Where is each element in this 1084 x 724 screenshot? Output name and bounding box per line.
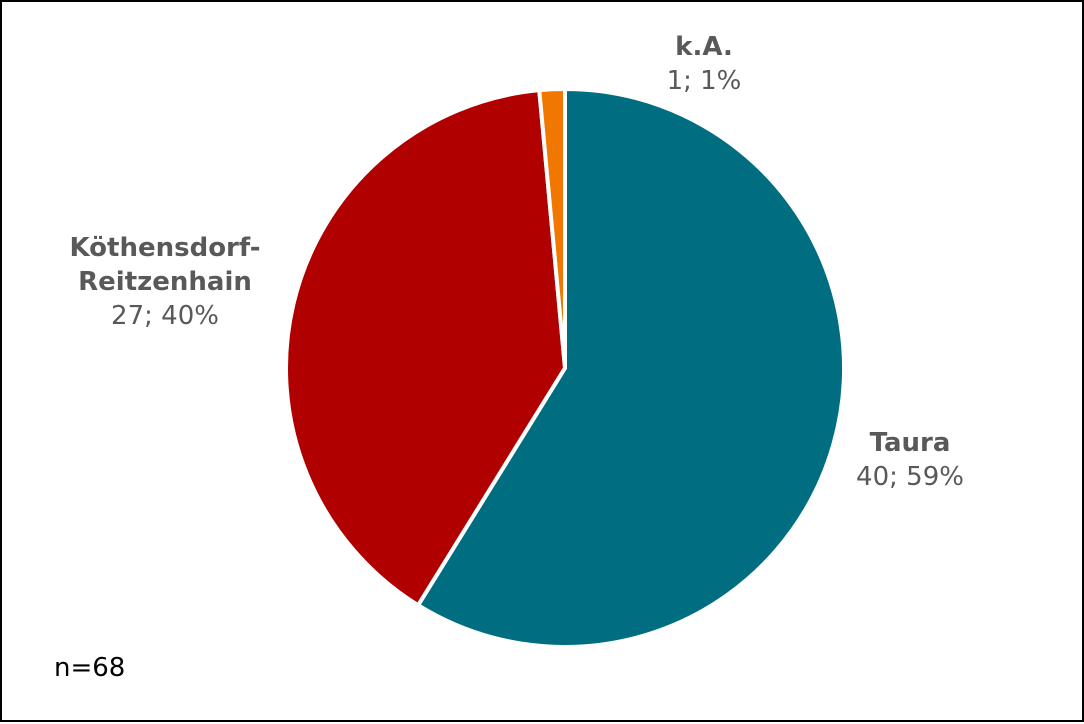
sample-size-note: n=68: [54, 653, 126, 683]
pie-slice-k-a: [537, 87, 567, 370]
label-taura: Taura 40; 59%: [820, 426, 1000, 494]
pie-slice-köthensdorf-reitzenhain: [284, 88, 567, 608]
label-koethensdorf-reitzenhain: Köthensdorf- Reitzenhain 27; 40%: [50, 231, 280, 333]
label-ka-value: 1; 1%: [666, 66, 742, 96]
label-taura-value: 40; 59%: [856, 462, 964, 492]
label-taura-name: Taura: [869, 428, 951, 458]
label-koethensdorf-value: 27; 40%: [111, 301, 219, 331]
pie-slices: [284, 87, 846, 649]
label-ka-name: k.A.: [675, 32, 733, 62]
label-koethensdorf-name-line1: Köthensdorf-: [69, 233, 261, 263]
label-ka: k.A. 1; 1%: [614, 30, 794, 98]
label-koethensdorf-name-line2: Reitzenhain: [78, 267, 252, 297]
pie-slice-taura: [416, 87, 846, 649]
